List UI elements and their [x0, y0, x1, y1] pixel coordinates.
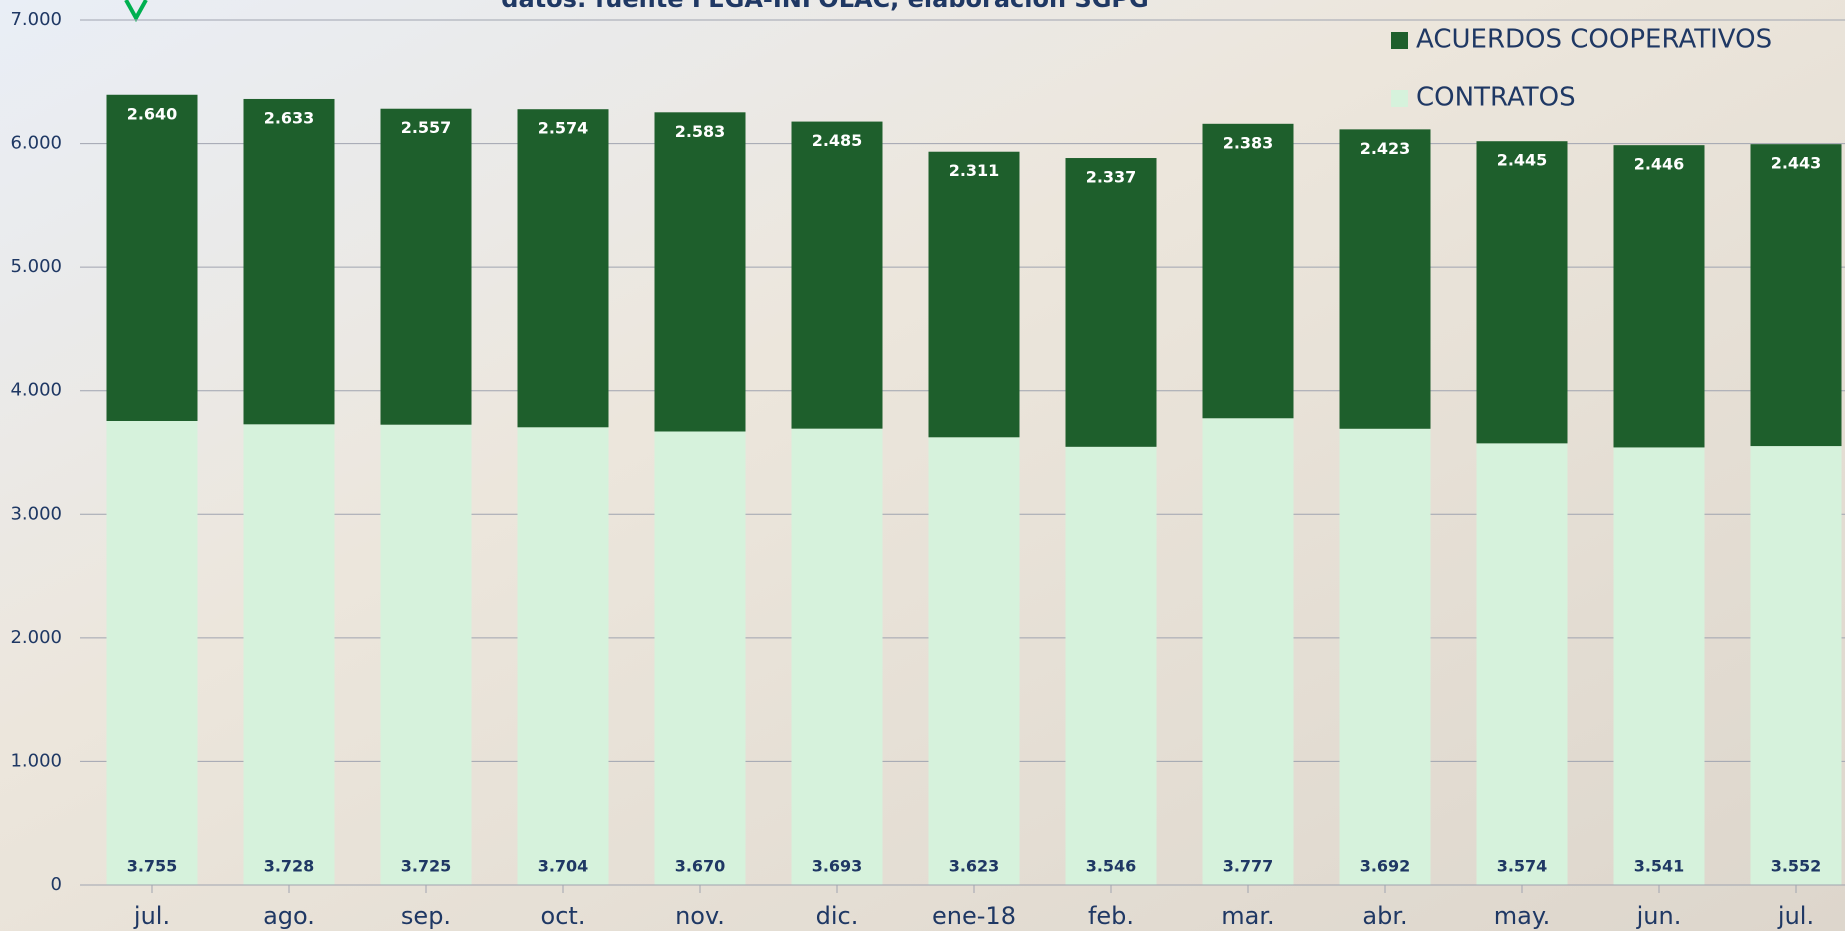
y-tick-label: 4.000 [10, 380, 62, 401]
value-label: 3.777 [1223, 857, 1274, 876]
value-label: 2.485 [812, 131, 863, 150]
bar-segment [1613, 145, 1705, 448]
x-tick-label: ago. [263, 902, 315, 930]
bar-segment [517, 427, 609, 885]
bar-segment [106, 94, 198, 421]
bar-segment [1065, 158, 1157, 447]
x-tick-label: feb. [1088, 902, 1134, 930]
bar-segment [1339, 428, 1431, 885]
bar-segment [517, 109, 609, 428]
x-tick-label: dic. [816, 902, 859, 930]
value-label: 2.337 [1086, 168, 1137, 187]
bar-segment [243, 98, 335, 425]
x-tick-label: oct. [541, 902, 586, 930]
legend-swatch [1391, 32, 1408, 49]
bar-segment [1476, 443, 1568, 885]
value-label: 2.311 [949, 161, 1000, 180]
logo-mark [124, 0, 148, 23]
value-label: 3.693 [812, 857, 863, 876]
bar-segment [928, 437, 1020, 885]
x-tick-label: sep. [401, 902, 451, 930]
value-label: 2.574 [538, 119, 589, 138]
bar-segment [1339, 129, 1431, 429]
y-tick-label: 7.000 [10, 9, 62, 30]
legend-label: CONTRATOS [1416, 83, 1576, 113]
x-tick-label: may. [1494, 902, 1551, 930]
x-tick-label: nov. [675, 902, 725, 930]
bar-segment [1202, 418, 1294, 885]
bar-segment [106, 420, 198, 885]
value-label: 3.728 [264, 857, 315, 876]
bar-segment [654, 431, 746, 885]
bar-segment [243, 424, 335, 885]
value-label: 3.755 [127, 857, 178, 876]
y-tick-label: 6.000 [10, 133, 62, 154]
x-tick-label: jul. [133, 902, 170, 930]
y-tick-label: 0 [51, 874, 62, 895]
y-tick-label: 5.000 [10, 256, 62, 277]
bar-segment [1750, 144, 1842, 447]
y-tick-label: 2.000 [10, 627, 62, 648]
bar-segment [791, 121, 883, 429]
x-tick-label: abr. [1362, 902, 1407, 930]
bar-segment [1476, 141, 1568, 444]
value-label: 2.633 [264, 108, 315, 127]
x-tick-label: ene-18 [932, 902, 1016, 930]
x-tick-label: mar. [1221, 902, 1274, 930]
value-label: 2.443 [1771, 154, 1822, 173]
legend-swatch [1391, 90, 1408, 107]
value-label: 3.623 [949, 857, 1000, 876]
bar-segment [1202, 123, 1294, 419]
value-label: 3.541 [1634, 857, 1685, 876]
value-label: 2.446 [1634, 155, 1685, 174]
value-label: 3.670 [675, 857, 726, 876]
bar-segment [928, 151, 1020, 438]
y-tick-label: 3.000 [10, 503, 62, 524]
value-label: 2.445 [1497, 151, 1548, 170]
value-label: 3.552 [1771, 857, 1822, 876]
legend-label: ACUERDOS COOPERATIVOS [1416, 25, 1772, 55]
bar-segment [380, 108, 472, 425]
value-label: 3.725 [401, 857, 452, 876]
value-label: 3.692 [1360, 857, 1411, 876]
value-label: 2.423 [1360, 139, 1411, 158]
value-label: 3.574 [1497, 857, 1548, 876]
bar-segment [380, 424, 472, 885]
bar-segment [1613, 447, 1705, 885]
y-tick-label: 1.000 [10, 750, 62, 771]
chart-subtitle: datos: fuente FEGA-INFOLAC, elaboración … [501, 0, 1148, 13]
value-label: 2.640 [127, 104, 178, 123]
x-tick-label: jul. [1777, 902, 1814, 930]
value-label: 3.704 [538, 857, 589, 876]
value-label: 2.583 [675, 122, 726, 141]
value-label: 2.383 [1223, 133, 1274, 152]
x-tick-label: jun. [1636, 902, 1682, 930]
bar-segment [1750, 446, 1842, 885]
value-label: 2.557 [401, 118, 452, 137]
bar-segment [1065, 446, 1157, 885]
bar-segment [791, 428, 883, 885]
bar-segment [654, 112, 746, 432]
value-label: 3.546 [1086, 857, 1137, 876]
